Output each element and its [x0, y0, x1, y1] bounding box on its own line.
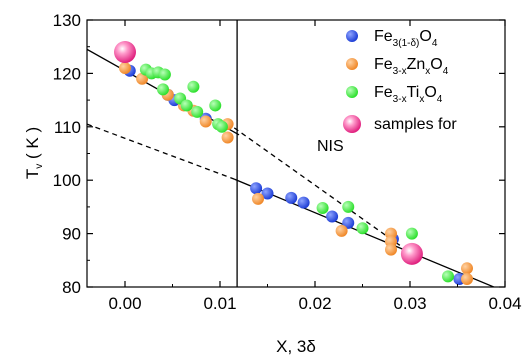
- point-fe3x_ti-6: [180, 99, 193, 112]
- x-axis: 0.00 0.01 0.02 0.03 0.04: [108, 20, 522, 313]
- point-fe3_1_delta-4: [250, 182, 263, 195]
- y-tick-label: 120: [53, 64, 81, 83]
- legend-marker-fe3x_ti: [346, 86, 358, 98]
- legend-label-nis_samples: samples for: [374, 116, 457, 133]
- point-nis_samples-0: [114, 41, 136, 64]
- legend-label-fe3_1_delta: Fe3(1-δ)O4: [374, 28, 438, 49]
- point-fe3x_ti-14: [356, 222, 369, 235]
- point-fe3x_ti-15: [405, 227, 418, 240]
- point-fe3_1_delta-8: [326, 210, 339, 223]
- y-tick-label: 110: [54, 118, 81, 137]
- x-tick-label: 0.03: [393, 294, 426, 313]
- point-fe3x_ti-12: [316, 201, 329, 214]
- point-fe3x_ti-3: [158, 68, 171, 81]
- y-tick-label: 100: [53, 171, 81, 190]
- point-fe3_1_delta-7: [297, 196, 310, 209]
- point-fe3x_zn-14: [461, 272, 473, 285]
- legend-label-nis_samples-line2: NIS: [317, 138, 344, 155]
- point-fe3_1_delta-6: [285, 191, 298, 204]
- point-fe3x_zn-13: [461, 262, 473, 275]
- point-fe3x_ti-8: [191, 105, 204, 118]
- point-fe3x_ti-11: [215, 120, 228, 133]
- y-tick-label: 80: [62, 278, 81, 297]
- point-fe3x_ti-4: [157, 83, 169, 96]
- legend-marker-fe3x_zn: [346, 58, 358, 70]
- x-tick-label: 0.00: [108, 294, 141, 313]
- point-fe3x_ti-13: [342, 200, 355, 213]
- point-fe3x_zn-12: [385, 243, 397, 256]
- y-tick-label: 90: [62, 225, 81, 244]
- legend-marker-nis_samples: [343, 115, 361, 133]
- point-fe3x_zn-7: [221, 131, 234, 144]
- y-axis: 80 90 100 110 120 130: [53, 11, 505, 297]
- point-fe3x_zn-8: [252, 192, 264, 205]
- legend-marker-fe3_1_delta: [346, 30, 358, 42]
- y-tick-label: 130: [53, 11, 81, 30]
- y-axis-title: Tv ( K ): [23, 127, 45, 179]
- point-fe3_1_delta-5: [261, 187, 274, 200]
- line-dashed-upper: [233, 127, 413, 255]
- plot-points: [114, 41, 473, 285]
- point-fe3x_zn-9: [335, 224, 348, 237]
- legend: Fe3(1-δ)O4 Fe3-xZnxO4 Fe3-xTixO4 samples fo…: [317, 28, 457, 155]
- legend-label-fe3x_zn: Fe3-xZnxO4: [374, 56, 449, 77]
- point-nis_samples-1: [400, 242, 423, 265]
- line-fit-lower-solid: [234, 178, 496, 287]
- x-tick-label: 0.01: [203, 294, 236, 313]
- point-fe3x_ti-16: [442, 270, 454, 283]
- line-dashed-lower: [87, 123, 235, 180]
- x-tick-label: 0.04: [488, 294, 521, 313]
- legend-label-fe3x_ti: Fe3-xTixO4: [374, 84, 443, 105]
- point-fe3x_ti-9: [209, 99, 222, 112]
- point-fe3x_zn-1: [136, 72, 149, 85]
- point-fe3_1_delta-9: [342, 216, 355, 229]
- point-fe3x_zn-5: [199, 115, 212, 128]
- point-fe3x_ti-7: [187, 80, 200, 93]
- x-axis-title: X, 3δ: [276, 337, 316, 356]
- x-tick-label: 0.02: [298, 294, 331, 313]
- point-fe3x_zn-0: [119, 62, 131, 75]
